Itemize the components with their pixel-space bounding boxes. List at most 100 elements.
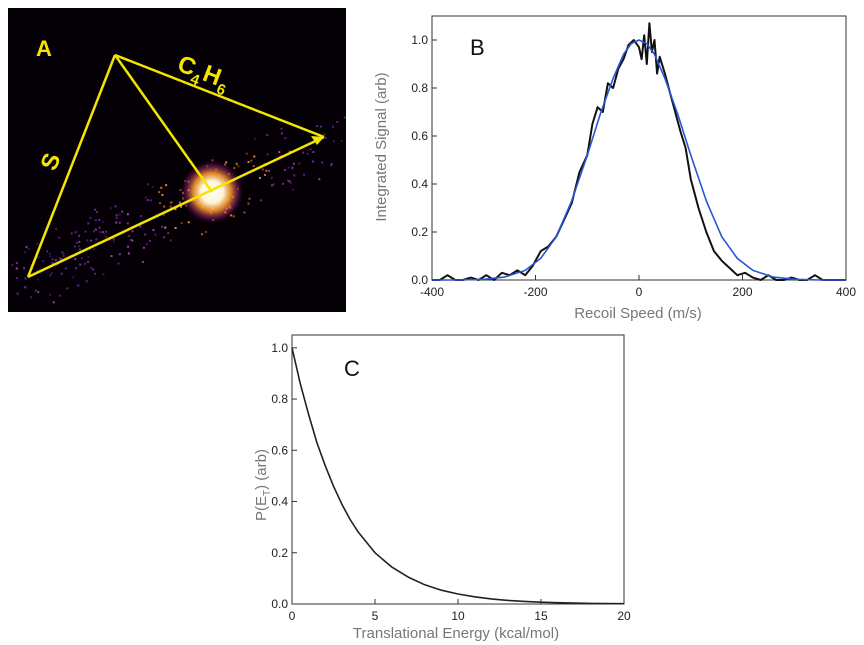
speckle: [280, 127, 283, 130]
vector-c4h6: [114, 53, 325, 139]
speckle: [55, 227, 57, 230]
speckle: [84, 230, 87, 233]
speckle: [127, 252, 130, 255]
speckle: [121, 210, 124, 213]
speckle: [247, 202, 250, 205]
speckle: [311, 160, 314, 163]
speckle: [98, 231, 101, 234]
speckle: [149, 199, 152, 202]
speckle: [187, 221, 190, 224]
speckle: [298, 162, 301, 165]
speckle: [49, 293, 52, 296]
speckle: [78, 240, 81, 243]
label-c4h6: C 4 H 6: [174, 50, 228, 99]
label-s: S: [36, 149, 67, 174]
speckle: [58, 236, 61, 239]
speckle: [232, 215, 235, 218]
speckle: [288, 180, 291, 183]
speckle: [283, 169, 286, 171]
panel-c-ylabel: P(ET) (arb): [253, 449, 273, 521]
speckle: [225, 161, 228, 164]
speckle: [66, 287, 69, 290]
speckle: [94, 208, 97, 211]
speckle: [60, 272, 63, 275]
speckle: [29, 296, 32, 299]
speckle: [35, 289, 37, 292]
panel-a-label: A: [36, 36, 52, 61]
speckle: [89, 216, 92, 219]
speckle: [114, 205, 117, 208]
panel-b-y-tick-label: 0.8: [411, 81, 428, 95]
speckle: [36, 270, 39, 273]
speckle: [102, 273, 105, 276]
speckle: [141, 260, 144, 263]
panel-b-x-tick-label: 0: [636, 285, 643, 299]
speckle: [96, 211, 98, 213]
speckle: [62, 255, 65, 258]
speckle: [235, 162, 238, 165]
panel-c-marks: 0 5 10 15 20 0.0 0.2 0.4 0.6 0.8 1.0: [271, 334, 631, 623]
speckle: [247, 161, 250, 163]
speckle: [70, 232, 73, 235]
speckle: [79, 263, 82, 266]
speckle: [102, 221, 105, 224]
speckle: [265, 169, 268, 172]
speckle: [332, 125, 334, 128]
speckle: [306, 152, 309, 155]
speckle: [49, 255, 52, 258]
speckle: [51, 258, 54, 261]
speckle: [46, 250, 49, 253]
speckle: [330, 163, 333, 165]
speckle: [316, 125, 319, 128]
arrowhead-c4h6: [311, 136, 324, 145]
speckle: [260, 199, 262, 202]
speckle: [169, 201, 172, 204]
panel-b-chart: -400 -200 0 200 400 0.0 0.2 0.4 0.6 0.8 1.0 B Reco…: [360, 8, 860, 328]
speckle: [333, 140, 335, 143]
speckle: [312, 151, 315, 153]
panel-b-y-tick-label: 1.0: [411, 33, 428, 47]
speckle: [51, 261, 54, 264]
panel-b-x-tick-label: -400: [420, 285, 444, 299]
speckle: [293, 174, 296, 177]
speckle: [180, 205, 183, 208]
speckle: [52, 301, 55, 304]
speckle: [174, 208, 177, 211]
panel-c-y-tick-label: 0.2: [271, 546, 288, 560]
speckle: [248, 197, 251, 200]
speckle: [62, 253, 65, 255]
speckle: [243, 211, 246, 214]
speckle: [54, 259, 57, 262]
speckle: [94, 228, 97, 231]
speckle: [24, 277, 27, 280]
panel-c-x-tick-label: 15: [534, 609, 548, 623]
panel-b-series-line-1: [432, 22, 846, 281]
panel-b-series-line-2: [432, 39, 846, 281]
speckle: [83, 262, 86, 265]
speckle: [117, 262, 120, 265]
speckle: [27, 247, 30, 250]
speckle: [61, 251, 64, 254]
speckle: [60, 258, 63, 260]
speckle: [74, 231, 77, 234]
panel-b-plot-frame: [431, 15, 847, 281]
speckle: [86, 239, 89, 242]
speckle: [178, 201, 181, 204]
speckle: [162, 213, 165, 216]
speckle: [78, 234, 81, 237]
speckle: [252, 165, 255, 167]
speckle: [49, 274, 52, 277]
panel-c-y-tick-label: 0.8: [271, 392, 288, 406]
speckle: [126, 213, 129, 216]
speckle: [144, 196, 147, 199]
speckle: [112, 240, 115, 243]
speckle: [37, 291, 40, 294]
panel-c-chart: 0 5 10 15 20 0.0 0.2 0.4 0.6 0.8 1.0 C Translation…: [240, 330, 660, 645]
speckle: [323, 133, 326, 136]
speckle: [278, 151, 281, 153]
speckle: [118, 253, 121, 256]
speckle: [110, 207, 112, 210]
speckle: [87, 260, 90, 263]
speckle: [309, 148, 312, 151]
speckle: [254, 137, 256, 140]
